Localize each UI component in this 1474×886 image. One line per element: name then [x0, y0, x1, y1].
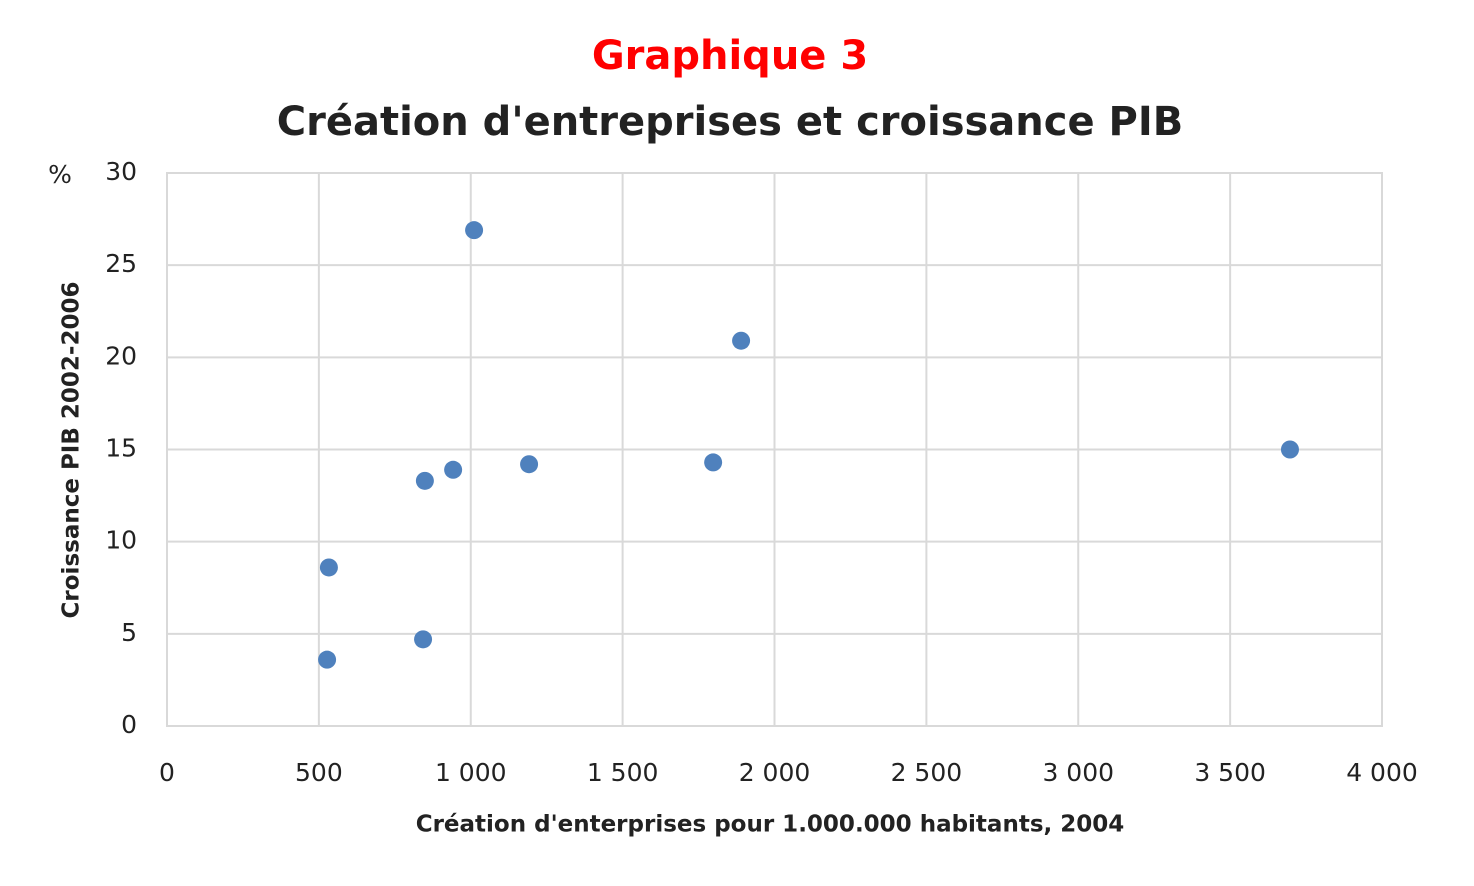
- x-tick-label: 2 500: [891, 758, 963, 787]
- point: [444, 460, 463, 479]
- point: [465, 221, 484, 240]
- chart-title: Graphique 3: [592, 33, 868, 79]
- point: [319, 558, 338, 577]
- x-tick-label: 3 000: [1042, 758, 1114, 787]
- x-tick-label: 500: [295, 758, 343, 787]
- point: [704, 453, 723, 472]
- y-tick-label: 15: [105, 434, 137, 463]
- y-tick-label: 5: [121, 618, 137, 647]
- x-tick-label: 2 000: [739, 758, 811, 787]
- x-axis-label: Création d'enterprises pour 1.000.000 ha…: [416, 812, 1125, 838]
- point: [318, 650, 337, 669]
- point: [732, 331, 751, 350]
- y-axis-label: Croissance PIB 2002-2006: [59, 282, 85, 619]
- y-tick-label: 20: [105, 341, 137, 370]
- x-tick-label: 1 500: [587, 758, 659, 787]
- y-tick-label: 25: [105, 249, 137, 278]
- y-unit: %: [48, 160, 72, 189]
- chart-subtitle: Création d'entreprises et croissance PIB: [277, 99, 1183, 145]
- point: [415, 471, 434, 490]
- point: [414, 630, 433, 649]
- plot-frame: [166, 172, 1383, 727]
- x-tick-label: 1 000: [435, 758, 507, 787]
- x-tick-label: 4 000: [1346, 758, 1418, 787]
- y-tick-label: 10: [105, 526, 137, 555]
- y-tick-label: 0: [121, 710, 137, 739]
- point: [520, 455, 539, 474]
- x-tick-label: 0: [159, 758, 175, 787]
- y-tick-label: 30: [105, 157, 137, 186]
- point: [1280, 440, 1299, 459]
- x-tick-label: 3 500: [1194, 758, 1266, 787]
